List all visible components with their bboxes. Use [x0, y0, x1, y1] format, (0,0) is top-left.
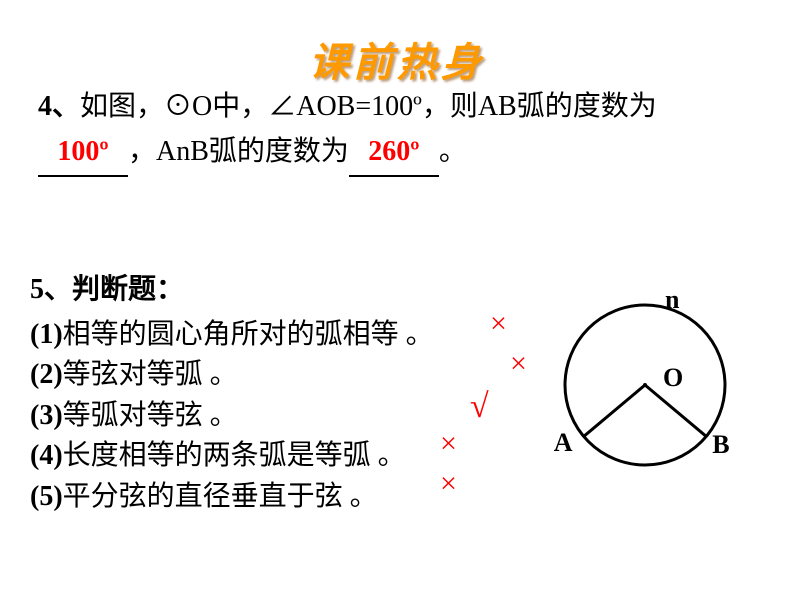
q5-header: 5、判断题： [30, 270, 434, 311]
q5-item-4-num: (4) [30, 440, 63, 471]
q5-item-4-text: 长度相等的两条弧是等弧 。 [63, 440, 406, 471]
question-4: 4、如图，⊙O中，∠AOB=100º，则AB弧的度数为 100º ，AnB弧的度数… [38, 85, 758, 177]
q4-text-1: 如图，⊙O中，∠AOB=100º，则AB弧的度数为 [80, 91, 657, 122]
q5-head-text: 判断题： [72, 274, 184, 305]
q4-text-mid: ，AnB弧的度数为 [128, 136, 349, 167]
q5-item-1-text: 相等的圆心角所对的弧相等 。 [63, 319, 434, 350]
label-n: n [665, 285, 679, 315]
mark-1: × [490, 304, 527, 344]
q4-blank-2: 260º [349, 130, 439, 177]
page-title: 课前热身 [0, 30, 794, 88]
q5-item-3: (3)等弧对等弦 。 [30, 396, 434, 437]
answer-marks: × × √ × × [490, 304, 527, 504]
q5-item-4: (4)长度相等的两条弧是等弧 。 [30, 436, 434, 477]
label-b: B [712, 430, 729, 460]
mark-2: × [510, 344, 527, 384]
q4-end: 。 [439, 136, 467, 167]
q4-fill-1: 100º [57, 136, 108, 167]
mark-5: × [440, 464, 527, 504]
q5-item-3-text: 等弧对等弦 。 [63, 400, 238, 431]
question-5: 5、判断题： (1)相等的圆心角所对的弧相等 。 (2)等弦对等弧 。 (3)等… [30, 270, 434, 518]
label-o: O [663, 363, 683, 393]
mark-3: √ [470, 384, 527, 424]
label-a: A [554, 428, 573, 458]
q5-item-5: (5)平分弦的直径垂直于弦 。 [30, 477, 434, 518]
q4-number: 4、 [38, 91, 80, 122]
q5-number: 5、 [30, 274, 72, 305]
q4-fill-2: 260º [368, 136, 419, 167]
q4-blank-1: 100º [38, 130, 128, 177]
q5-item-3-num: (3) [30, 400, 63, 431]
q5-item-1: (1)相等的圆心角所对的弧相等 。 [30, 315, 434, 356]
mark-4: × [440, 424, 527, 464]
q5-item-5-text: 平分弦的直径垂直于弦 。 [63, 481, 378, 512]
q5-item-5-num: (5) [30, 481, 63, 512]
q5-item-2-text: 等弦对等弧 。 [63, 359, 238, 390]
center-dot [643, 383, 647, 387]
radius-oa [584, 385, 645, 436]
circle-diagram: n O A B [540, 280, 750, 490]
q5-item-2-num: (2) [30, 359, 63, 390]
q5-item-2: (2)等弦对等弧 。 [30, 355, 434, 396]
q5-item-1-num: (1) [30, 319, 63, 350]
